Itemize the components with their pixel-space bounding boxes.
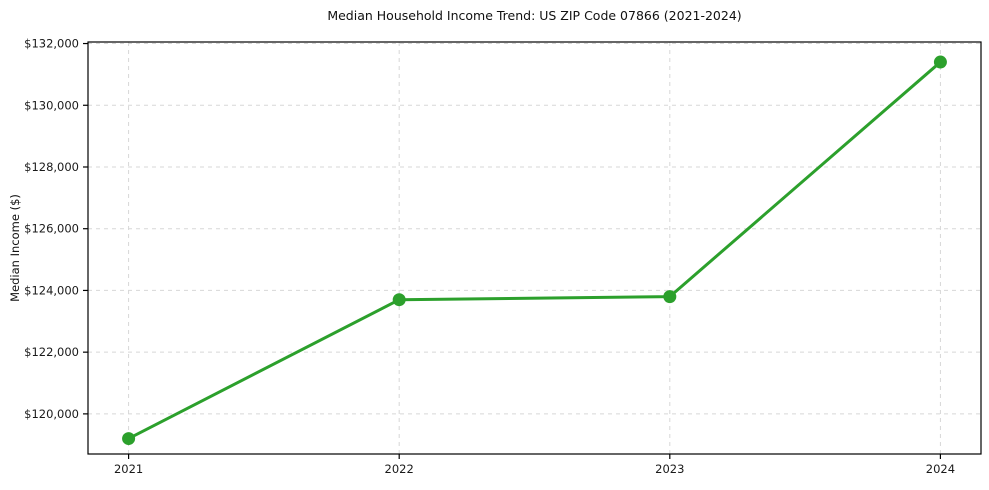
data-point-marker: [392, 293, 406, 307]
x-tick-label: 2021: [114, 462, 143, 476]
y-tick-label: $122,000: [24, 345, 79, 359]
data-point-marker: [663, 290, 677, 304]
x-tick-label: 2022: [385, 462, 414, 476]
y-tick-label: $126,000: [24, 222, 79, 236]
y-tick-label: $128,000: [24, 160, 79, 174]
data-point-marker: [122, 432, 136, 446]
y-tick-label: $124,000: [24, 283, 79, 297]
y-tick-label: $132,000: [24, 37, 79, 51]
y-tick-label: $120,000: [24, 407, 79, 421]
x-tick-label: 2023: [655, 462, 684, 476]
trend-line: [127, 60, 942, 441]
chart-title: Median Household Income Trend: US ZIP Co…: [327, 8, 742, 23]
data-point-marker: [933, 55, 947, 69]
x-tick-label: 2024: [926, 462, 955, 476]
axes-spines: [87, 41, 982, 455]
y-tick-label: $130,000: [24, 98, 79, 112]
